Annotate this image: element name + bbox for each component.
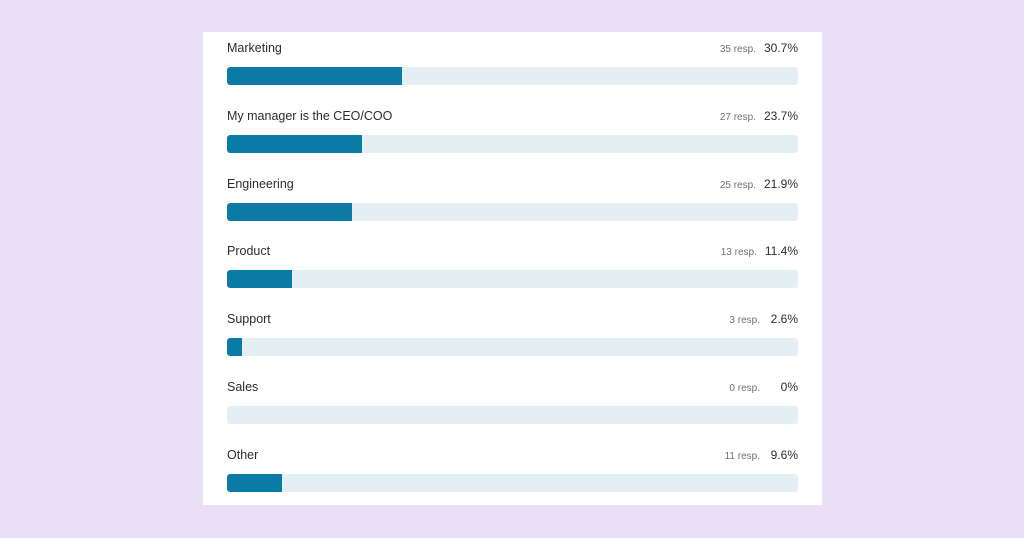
bar-row-header: My manager is the CEO/COO 27 resp. 23.7%: [227, 106, 798, 126]
bar-row: Sales 0 resp. 0%: [227, 377, 798, 445]
percent-label: 11.4%: [764, 244, 798, 259]
category-label: Product: [227, 244, 271, 259]
value-labels: 13 resp. 11.4%: [721, 244, 798, 258]
bar-row: Engineering 25 resp. 21.9%: [227, 174, 798, 242]
bar-row-header: Sales 0 resp. 0%: [227, 377, 798, 397]
bar-fill: [227, 473, 282, 492]
bar-fill: [227, 67, 403, 85]
bar-rows: Marketing 35 resp. 30.7% My manager is the …: [227, 38, 798, 513]
results-card: Marketing 35 resp. 30.7% My manager is the …: [203, 32, 822, 505]
percent-label: 2.6%: [770, 312, 798, 327]
bar-track: [227, 134, 798, 153]
value-labels: 35 resp. 30.7%: [720, 41, 798, 55]
percent-label: 23.7%: [763, 108, 798, 123]
category-label: Engineering: [227, 176, 294, 191]
value-labels: 11 resp. 9.6%: [725, 448, 798, 462]
value-labels: 0 resp. 0%: [729, 380, 798, 394]
bar-track: [227, 67, 798, 85]
bar-track: [227, 270, 798, 289]
response-count: 25 resp.: [719, 179, 756, 191]
bar-row: Product 13 resp. 11.4%: [227, 241, 798, 309]
bar-row-header: Product 13 resp. 11.4%: [227, 241, 798, 261]
bar-track: [227, 405, 798, 424]
category-label: My manager is the CEO/COO: [227, 108, 393, 123]
percent-label: 21.9%: [763, 176, 798, 191]
percent-label: 0%: [780, 379, 798, 394]
bar-track: [227, 473, 798, 492]
bar-track: [227, 202, 798, 221]
response-count: 13 resp.: [720, 247, 757, 259]
bar-track: [227, 338, 798, 357]
response-count: 27 resp.: [719, 111, 756, 123]
percent-label: 9.6%: [770, 447, 798, 462]
value-labels: 25 resp. 21.9%: [720, 177, 798, 191]
response-count: 35 resp.: [719, 44, 756, 55]
category-label: Sales: [227, 379, 259, 394]
bar-row: My manager is the CEO/COO 27 resp. 23.7%: [227, 106, 798, 174]
bar-row-header: Other 11 resp. 9.6%: [227, 445, 798, 465]
category-label: Other: [227, 447, 259, 462]
bar-row: Support 3 resp. 2.6%: [227, 309, 798, 377]
response-count: 3 resp.: [729, 315, 760, 327]
category-label: Marketing: [227, 41, 282, 55]
bar-fill: [227, 202, 353, 221]
value-labels: 3 resp. 2.6%: [729, 312, 798, 326]
response-count: 11 resp.: [724, 450, 760, 462]
bar-fill: [227, 270, 293, 289]
response-count: 0 resp.: [729, 382, 760, 394]
bar-fill: [227, 338, 242, 357]
bar-row-header: Support 3 resp. 2.6%: [227, 309, 798, 329]
category-label: Support: [227, 312, 271, 327]
bar-row-header: Marketing 35 resp. 30.7%: [227, 38, 798, 58]
bar-row: Other 11 resp. 9.6%: [227, 445, 798, 513]
percent-label: 30.7%: [763, 41, 798, 55]
bar-fill: [227, 134, 363, 153]
value-labels: 27 resp. 23.7%: [720, 109, 798, 123]
bar-row: Marketing 35 resp. 30.7%: [227, 38, 798, 106]
bar-row-header: Engineering 25 resp. 21.9%: [227, 174, 798, 194]
